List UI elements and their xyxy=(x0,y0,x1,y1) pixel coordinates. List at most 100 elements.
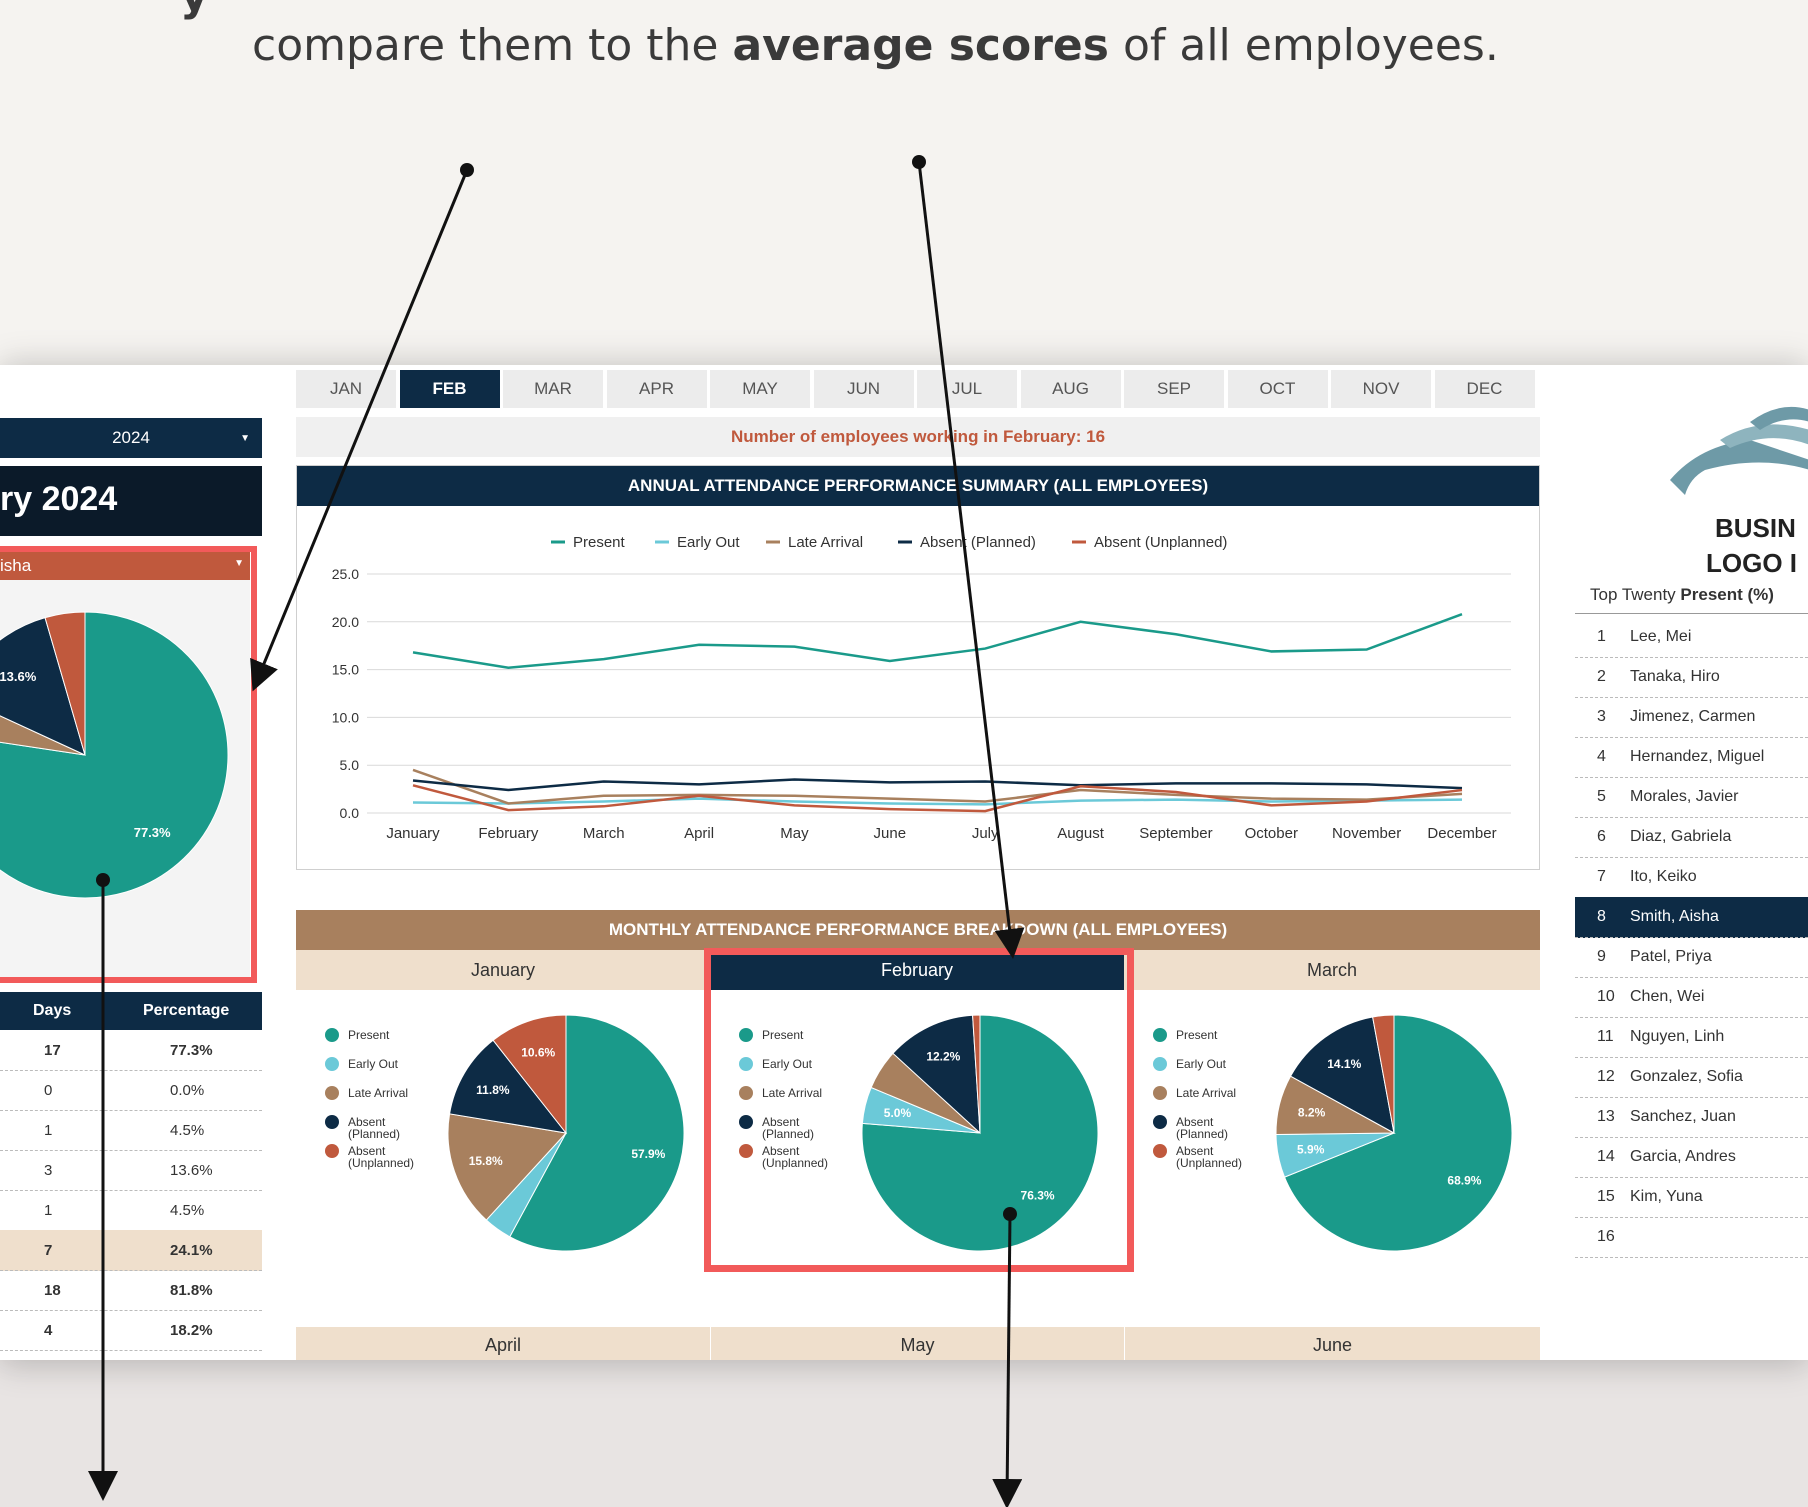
tab-jul[interactable]: JUL xyxy=(917,370,1017,408)
list-item[interactable]: 5 Morales, Javier xyxy=(1575,777,1808,818)
table-row: 0 0.0% xyxy=(0,1070,262,1111)
legend-label: Present xyxy=(762,1028,804,1042)
tab-oct[interactable]: OCT xyxy=(1227,370,1328,408)
days-cell: 4 xyxy=(44,1322,53,1339)
top-twenty-label: Top Twenty xyxy=(1590,585,1681,604)
pie-data-label: 15.8% xyxy=(469,1154,503,1168)
logo-text-line1: BUSIN xyxy=(1715,513,1796,543)
legend-label: Present xyxy=(348,1028,390,1042)
legend-label: Early Out xyxy=(677,534,740,551)
rank-number: 13 xyxy=(1597,1108,1615,1125)
legend-label: (Unplanned) xyxy=(762,1156,828,1170)
tab-apr[interactable]: APR xyxy=(606,370,707,408)
tab-nov[interactable]: NOV xyxy=(1331,370,1431,408)
days-cell: 1 xyxy=(44,1202,53,1219)
list-item[interactable]: 8 Smith, Aisha xyxy=(1575,897,1808,938)
year-select-value: 2024 xyxy=(112,428,150,447)
list-item[interactable]: 3 Jimenez, Carmen xyxy=(1575,697,1808,738)
legend-marker xyxy=(325,1115,339,1129)
employee-select[interactable]: isha ▼ xyxy=(0,550,250,580)
pie-data-label: 68.9% xyxy=(1447,1174,1481,1188)
tab-dec[interactable]: DEC xyxy=(1434,370,1535,408)
x-tick-label: February xyxy=(478,825,539,842)
chevron-down-icon: ▼ xyxy=(240,432,250,444)
tab-jun[interactable]: JUN xyxy=(813,370,914,408)
list-item[interactable]: 14 Garcia, Andres xyxy=(1575,1137,1808,1178)
y-tick-label: 10.0 xyxy=(332,709,359,725)
headline-line2: compare them to the average scores of al… xyxy=(252,20,1499,71)
percentage-cell: 24.1% xyxy=(170,1242,213,1259)
list-item[interactable]: 6 Diaz, Gabriela xyxy=(1575,817,1808,858)
percentage-cell: 4.5% xyxy=(170,1122,205,1139)
employee-name: Lee, Mei xyxy=(1630,628,1692,645)
arrow-start-dot xyxy=(912,155,926,169)
list-item[interactable]: 13 Sanchez, Juan xyxy=(1575,1097,1808,1138)
headline-text-end: of all employees. xyxy=(1108,20,1499,71)
month-tabs: JAN FEB MAR APR MAY JUN JUL AUG SEP OCT NOV DEC xyxy=(0,365,1808,413)
legend-marker xyxy=(739,1144,753,1158)
list-item[interactable]: 4 Hernandez, Miguel xyxy=(1575,737,1808,778)
legend-label: Late Arrival xyxy=(348,1086,408,1100)
list-item[interactable]: 15 Kim, Yuna xyxy=(1575,1177,1808,1218)
employee-name: Gonzalez, Sofia xyxy=(1630,1068,1743,1085)
list-item[interactable]: 2 Tanaka, Hiro xyxy=(1575,657,1808,698)
pie-data-label: 5.9% xyxy=(1297,1143,1325,1157)
pie-data-label: 11.8% xyxy=(476,1083,510,1097)
pie-slice-absent-planned- xyxy=(0,617,86,756)
january-pie-cell: Present Early Out Late Arrival Absent (Plann… xyxy=(296,990,710,1310)
x-tick-label: September xyxy=(1139,825,1212,842)
logo-text-line2: LOGO I xyxy=(1706,548,1797,578)
list-item[interactable]: 10 Chen, Wei xyxy=(1575,977,1808,1018)
tab-sep[interactable]: SEP xyxy=(1124,370,1224,408)
rank-number: 12 xyxy=(1597,1068,1615,1085)
arrow-down-center xyxy=(992,1213,1023,1507)
employee-name: Nguyen, Linh xyxy=(1630,1028,1725,1045)
percentage-cell: 77.3% xyxy=(170,1042,213,1059)
list-item[interactable]: 12 Gonzalez, Sofia xyxy=(1575,1057,1808,1098)
list-item[interactable]: 16 xyxy=(1575,1217,1808,1258)
tab-jan[interactable]: JAN xyxy=(296,370,396,408)
chevron-down-icon: ▼ xyxy=(234,558,244,569)
arrow-to-february xyxy=(917,161,1025,959)
employee-title-bar: ry 2024 xyxy=(0,466,262,536)
pie-slice-present xyxy=(1283,1014,1513,1252)
month-header-january: January xyxy=(296,950,710,990)
tab-aug[interactable]: AUG xyxy=(1020,370,1121,408)
headline-bold: average scores xyxy=(732,20,1109,71)
legend-label: (Planned) xyxy=(762,1127,814,1141)
percentage-cell: 0.0% xyxy=(170,1082,205,1099)
rank-number: 9 xyxy=(1597,948,1606,965)
rank-number: 1 xyxy=(1597,628,1606,645)
pie-data-label: 10.6% xyxy=(521,1046,555,1060)
employees-working-banner: Number of employees working in February:… xyxy=(296,417,1540,457)
list-item[interactable]: 1 Lee, Mei xyxy=(1575,617,1808,658)
list-item[interactable]: 9 Patel, Priya xyxy=(1575,937,1808,978)
legend-label: Late Arrival xyxy=(762,1086,822,1100)
percentage-cell: 4.5% xyxy=(170,1202,205,1219)
year-select[interactable]: 2024 ▼ xyxy=(0,418,262,458)
tab-mar[interactable]: MAR xyxy=(503,370,603,408)
tab-may[interactable]: MAY xyxy=(710,370,810,408)
pie-slice-present xyxy=(0,611,229,899)
legend-label: Present xyxy=(573,534,626,551)
rank-number: 16 xyxy=(1597,1228,1615,1245)
pie-data-label: 8.2% xyxy=(1298,1105,1326,1119)
rank-number: 2 xyxy=(1597,668,1606,685)
legend-label: Absent (Planned) xyxy=(920,534,1036,551)
legend-label: Absent xyxy=(762,1115,800,1129)
series-line-absent-unplanned- xyxy=(412,784,1463,813)
highlight-box-employee xyxy=(0,546,257,983)
legend-marker xyxy=(325,1057,339,1071)
annual-chart-panel: ANNUAL ATTENDANCE PERFORMANCE SUMMARY (A… xyxy=(296,465,1540,870)
list-item[interactable]: 11 Nguyen, Linh xyxy=(1575,1017,1808,1058)
pie-slice-absent-planned- xyxy=(892,1014,981,1135)
employee-select-value: isha xyxy=(0,556,32,575)
employee-pie-panel: 77.3% 13.6% xyxy=(0,580,250,980)
legend-marker xyxy=(1153,1028,1167,1042)
tab-feb[interactable]: FEB xyxy=(399,370,500,408)
percentage-header: Percentage xyxy=(143,1002,230,1019)
top-twenty-divider xyxy=(1575,613,1808,614)
legend-marker xyxy=(325,1086,339,1100)
